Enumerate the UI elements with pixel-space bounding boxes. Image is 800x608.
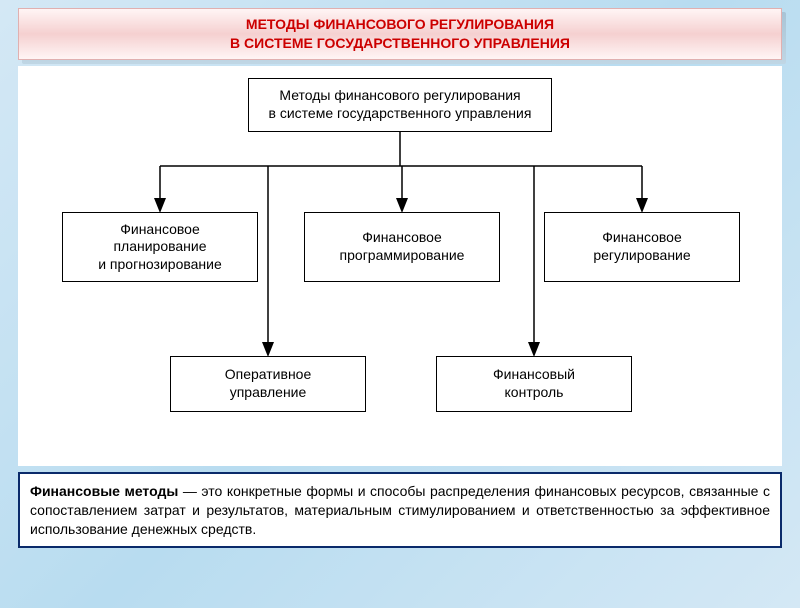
node-n1: Финансовоепланированиеи прогнозирование — [62, 212, 258, 282]
diagram-area: Методы финансового регулированияв систем… — [18, 66, 782, 466]
definition-box: Финансовые методы — это конкретные формы… — [18, 472, 782, 549]
header-line-2: В СИСТЕМЕ ГОСУДАРСТВЕННОГО УПРАВЛЕНИЯ — [29, 34, 771, 53]
header-box: МЕТОДЫ ФИНАНСОВОГО РЕГУЛИРОВАНИЯ В СИСТЕ… — [18, 8, 782, 60]
header-line-1: МЕТОДЫ ФИНАНСОВОГО РЕГУЛИРОВАНИЯ — [29, 15, 771, 34]
node-n5: Финансовыйконтроль — [436, 356, 632, 412]
node-root: Методы финансового регулированияв систем… — [248, 78, 552, 132]
node-n4: Оперативноеуправление — [170, 356, 366, 412]
node-n3: Финансовоерегулирование — [544, 212, 740, 282]
definition-term: Финансовые методы — [30, 483, 178, 499]
header-banner: МЕТОДЫ ФИНАНСОВОГО РЕГУЛИРОВАНИЯ В СИСТЕ… — [18, 8, 782, 60]
node-n2: Финансовоепрограммирование — [304, 212, 500, 282]
